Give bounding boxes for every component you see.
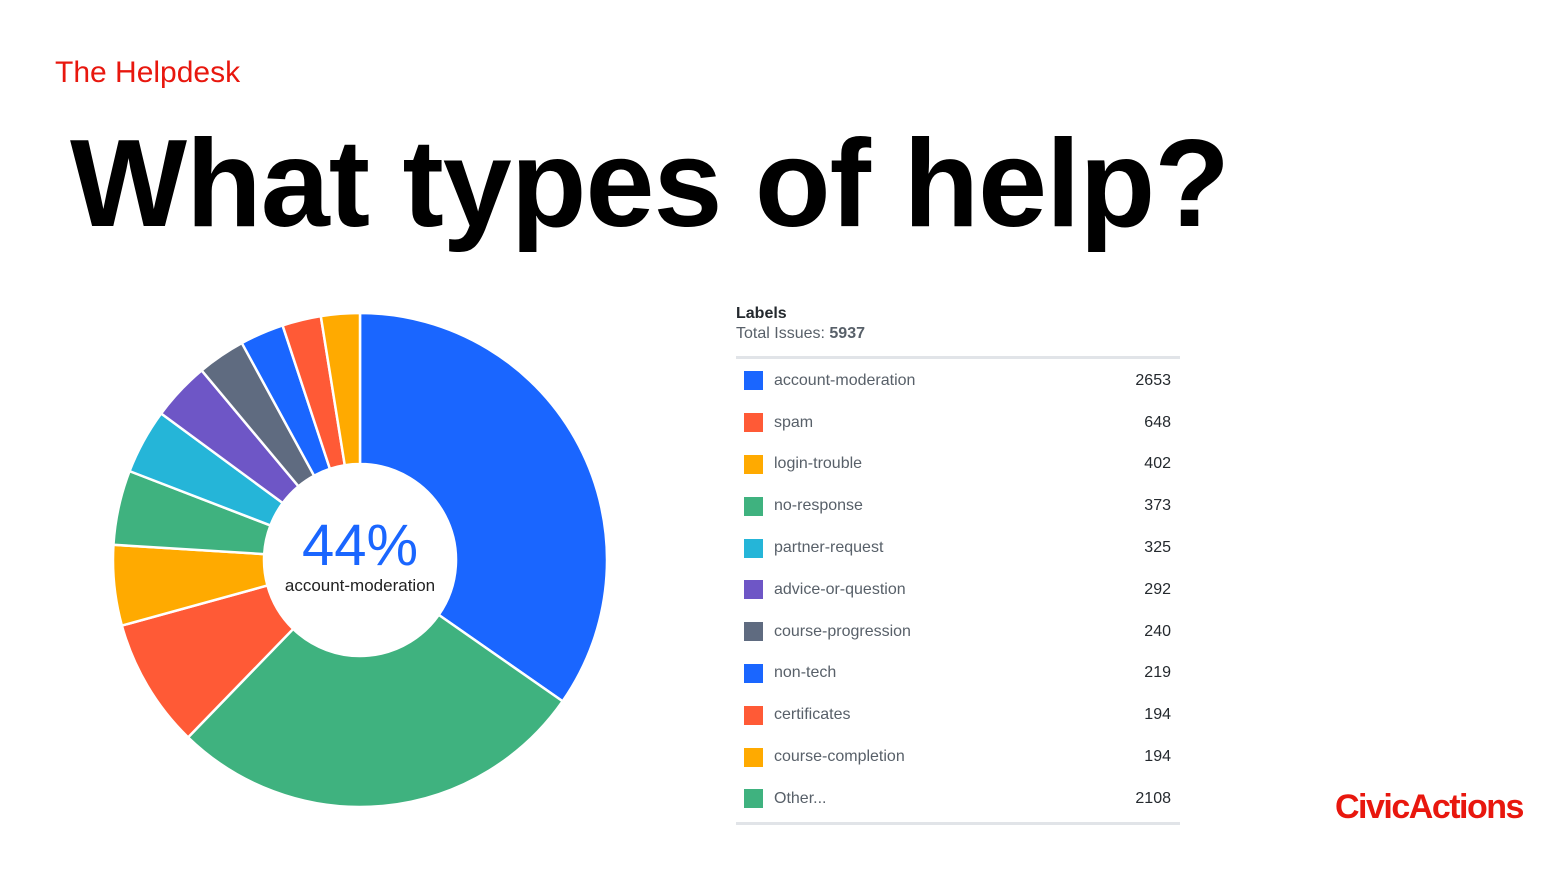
legend-count: 373 <box>1144 497 1171 515</box>
legend-label: account-moderation <box>774 372 1135 390</box>
legend-title: Labels <box>736 304 1180 324</box>
legend-row-certificates[interactable]: certificates 194 <box>736 694 1180 736</box>
slice-account-moderation <box>360 313 607 701</box>
legend-total-value: 5937 <box>829 325 865 342</box>
legend-list: account-moderation 2653 spam 648 login-troub… <box>736 360 1180 820</box>
legend-divider-top <box>736 356 1180 359</box>
legend-swatch <box>744 622 763 641</box>
legend-label: course-progression <box>774 623 1144 641</box>
legend-row-course-progression[interactable]: course-progression 240 <box>736 611 1180 653</box>
legend-label: no-response <box>774 497 1144 515</box>
legend-count: 240 <box>1144 623 1171 641</box>
legend-panel: Labels Total Issues: 5937 account-modera… <box>736 304 1180 825</box>
legend-row-other[interactable]: Other... 2108 <box>736 778 1180 820</box>
legend-row-partner-request[interactable]: partner-request 325 <box>736 527 1180 569</box>
donut-chart: 44% account-moderation <box>100 302 620 822</box>
legend-label: certificates <box>774 706 1144 724</box>
legend-label: non-tech <box>774 664 1144 682</box>
legend-swatch <box>744 664 763 683</box>
legend-row-login-trouble[interactable]: login-trouble 402 <box>736 444 1180 486</box>
legend-row-advice-or-question[interactable]: advice-or-question 292 <box>736 569 1180 611</box>
legend-count: 325 <box>1144 539 1171 557</box>
legend-swatch <box>744 413 763 432</box>
legend-row-account-moderation[interactable]: account-moderation 2653 <box>736 360 1180 402</box>
legend-swatch <box>744 371 763 390</box>
legend-total-label: Total Issues: <box>736 325 825 342</box>
legend-count: 2653 <box>1135 372 1171 390</box>
legend-swatch <box>744 580 763 599</box>
legend-total: Total Issues: 5937 <box>736 324 1180 344</box>
legend-row-course-completion[interactable]: course-completion 194 <box>736 736 1180 778</box>
legend-swatch <box>744 789 763 808</box>
legend-count: 402 <box>1144 455 1171 473</box>
legend-swatch <box>744 706 763 725</box>
legend-count: 2108 <box>1135 790 1171 808</box>
legend-row-non-tech[interactable]: non-tech 219 <box>736 653 1180 695</box>
legend-label: login-trouble <box>774 455 1144 473</box>
legend-count: 292 <box>1144 581 1171 599</box>
legend-divider-bottom <box>736 822 1180 825</box>
legend-label: Other... <box>774 790 1135 808</box>
legend-swatch <box>744 455 763 474</box>
center-label: account-moderation <box>285 576 435 595</box>
legend-label: course-completion <box>774 748 1144 766</box>
legend-label: spam <box>774 414 1144 432</box>
legend-row-no-response[interactable]: no-response 373 <box>736 485 1180 527</box>
center-percentage: 44% <box>302 513 418 578</box>
legend-count: 194 <box>1144 748 1171 766</box>
legend-swatch <box>744 539 763 558</box>
legend-count: 194 <box>1144 706 1171 724</box>
legend-swatch <box>744 748 763 767</box>
legend-label: partner-request <box>774 539 1144 557</box>
legend-count: 219 <box>1144 664 1171 682</box>
legend-swatch <box>744 497 763 516</box>
legend-count: 648 <box>1144 414 1171 432</box>
legend-label: advice-or-question <box>774 581 1144 599</box>
legend-row-spam[interactable]: spam 648 <box>736 402 1180 444</box>
civicactions-logo: CivicActions <box>1335 788 1523 827</box>
slide-title: What types of help? <box>70 122 1229 246</box>
section-kicker: The Helpdesk <box>55 56 240 90</box>
